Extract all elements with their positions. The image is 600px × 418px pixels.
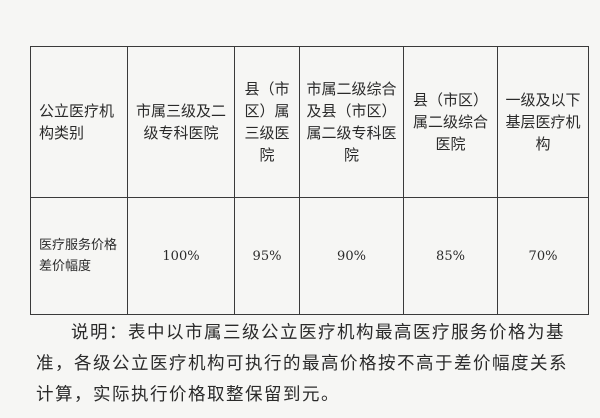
value-cell: 85%: [403, 197, 498, 315]
table-header-row: 公立医疗机构类别 市属三级及二级专科医院 县（市区）属三级医院 市属二级综合及县…: [30, 46, 589, 198]
header-col: 市属三级及二级专科医院: [127, 46, 235, 198]
price-difference-table: 公立医疗机构类别 市属三级及二级专科医院 县（市区）属三级医院 市属二级综合及县…: [30, 46, 589, 315]
value-cell: 90%: [299, 197, 404, 315]
table-row: 医疗服务价格差价幅度 100% 95% 90% 85% 70%: [30, 197, 589, 315]
header-col: 市属二级综合及县（市区）属二级专科医院: [299, 46, 404, 198]
row-label: 医疗服务价格差价幅度: [30, 197, 128, 315]
header-category: 公立医疗机构类别: [30, 46, 128, 198]
value-cell: 100%: [127, 197, 235, 315]
value-cell: 70%: [497, 197, 589, 315]
header-col: 一级及以下基层医疗机构: [497, 46, 589, 198]
header-col: 县（市区）属二级综合医院: [403, 46, 498, 198]
table-note: 说明：表中以市属三级公立医疗机构最高医疗服务价格为基准，各级公立医疗机构可执行的…: [36, 323, 568, 405]
value-cell: 95%: [234, 197, 300, 315]
header-col: 县（市区）属三级医院: [234, 46, 300, 198]
